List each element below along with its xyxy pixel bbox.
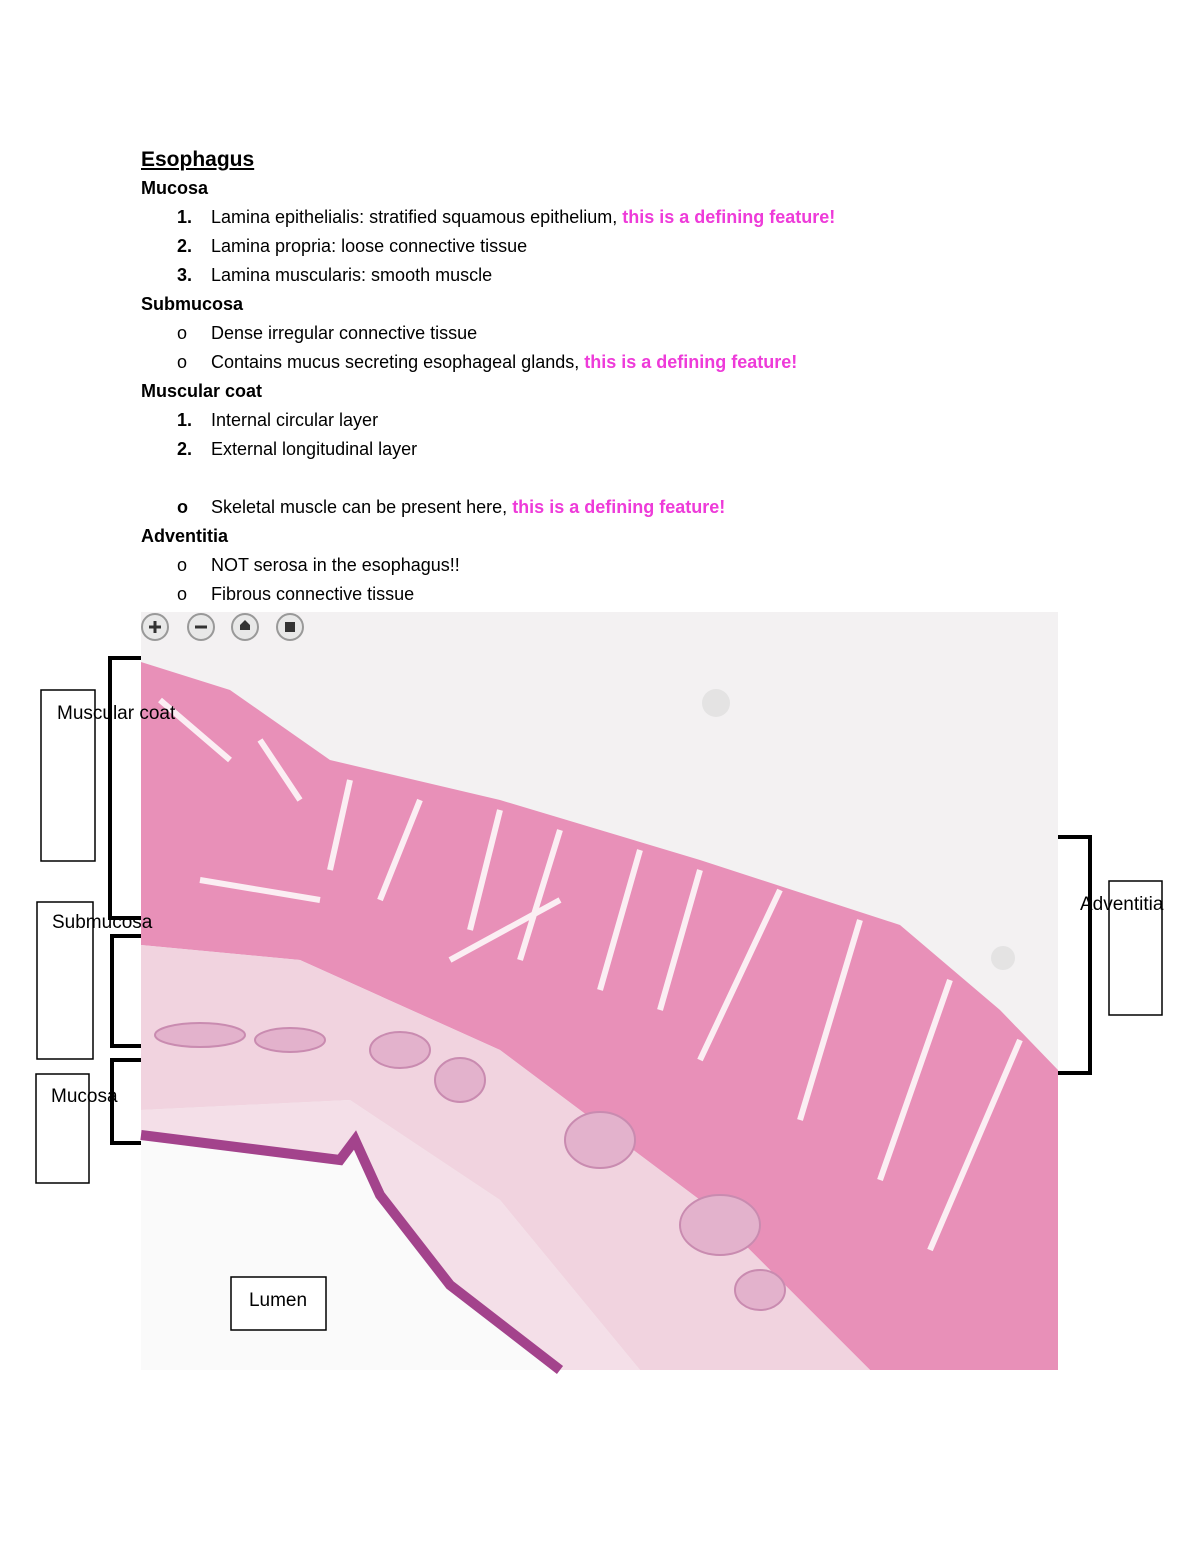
section-heading: Submucosa (141, 294, 244, 314)
label: Adventitia (1080, 894, 1164, 915)
item-text: Lamina muscularis: smooth muscle (211, 265, 493, 285)
list-item: 3. Lamina muscularis: smooth muscle (141, 261, 835, 290)
list-marker: 2. (177, 236, 193, 256)
section-heading: Mucosa (141, 178, 209, 198)
section: Muscular coat 1. Internal circular layer 2.… (141, 377, 835, 522)
list-item: o Contains mucus secreting esophageal gla… (141, 348, 835, 377)
list-marker: o (177, 352, 188, 372)
list-item: o NOT serosa in the esophagus!! (141, 551, 835, 580)
list-marker: o (177, 497, 188, 517)
item-text: Lamina epithelialis: stratified squamous… (211, 207, 618, 227)
item-text: Lamina propria: loose connective tissue (211, 236, 528, 256)
item-text: Skeletal muscle can be present here, (211, 497, 508, 517)
list-marker: 1. (177, 207, 193, 227)
section: Mucosa 1. Lamina epithelialis: stratified … (141, 174, 835, 290)
list-item: o Fibrous connective tissue (141, 580, 835, 609)
highlight-text: this is a defining feature! (584, 352, 798, 372)
list-item: 1. Lamina epithelialis: stratified squamo… (141, 203, 835, 232)
section-heading: Muscular coat (141, 381, 263, 401)
highlight-text: this is a defining feature! (512, 497, 726, 517)
item-text: Fibrous connective tissue (211, 584, 415, 604)
section: Adventitia o NOT serosa in the esophagus!!… (141, 522, 835, 609)
label: Submucosa (52, 912, 153, 933)
list-item: o Dense irregular connective tissue (141, 319, 835, 348)
item-text: Internal circular layer (211, 410, 379, 430)
list-marker: 2. (177, 439, 193, 459)
item-text: Dense irregular connective tissue (211, 323, 478, 343)
viewer-controls[interactable] (141, 613, 304, 641)
item-text: External longitudinal layer (211, 439, 418, 459)
title: Esophagus (141, 148, 255, 171)
list-item: 2. External longitudinal layer (141, 435, 835, 464)
document-text: Esophagus Mucosa 1. Lamina epithelialis: s… (141, 145, 835, 609)
label: Mucosa (51, 1086, 118, 1107)
list-item: o Skeletal muscle can be present here, th… (141, 493, 835, 522)
annotations (35, 656, 1163, 1331)
list-marker: o (177, 584, 188, 604)
list-marker: o (177, 555, 188, 575)
highlight-text: this is a defining feature! (622, 207, 836, 227)
histology-image (140, 612, 1058, 1374)
list-marker: o (177, 323, 188, 343)
list-item: 1. Internal circular layer (141, 406, 835, 435)
item-text: Contains mucus secreting esophageal glan… (211, 352, 580, 372)
label: Muscular coat (57, 703, 176, 724)
list-marker: 3. (177, 265, 193, 285)
item-text: NOT serosa in the esophagus!! (211, 555, 460, 575)
list-item: 2. Lamina propria: loose connective tissu… (141, 232, 835, 261)
section-heading: Adventitia (141, 526, 229, 546)
label: Lumen (249, 1290, 307, 1311)
section: Submucosa o Dense irregular connective tis… (141, 290, 835, 377)
list-marker: 1. (177, 410, 193, 430)
